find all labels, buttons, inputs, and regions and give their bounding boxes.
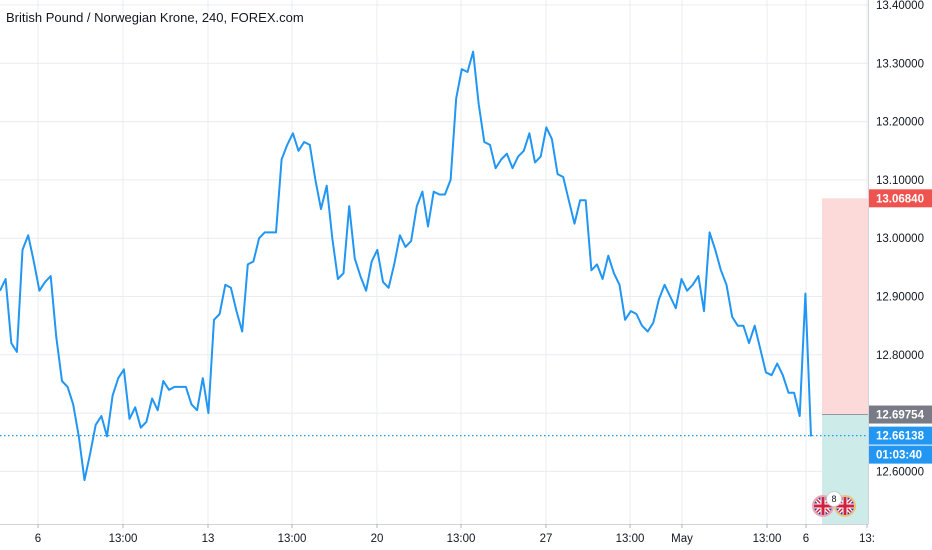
time-tick-label: 13:00 [753, 533, 782, 545]
event-count-badge: 8 [826, 491, 842, 507]
price-axis-background[interactable] [868, 0, 932, 524]
price-tick-label: 13.10000 [876, 175, 924, 187]
time-tick-label: May [671, 533, 693, 545]
price-tick-label: 13.00000 [876, 233, 924, 245]
time-tick-label: 20 [371, 533, 384, 545]
price-tick-label: 12.60000 [876, 466, 924, 478]
time-tick-label: 27 [540, 533, 553, 545]
last-price-badge-label: 12.66138 [876, 431, 925, 443]
price-tick-label: 13.20000 [876, 117, 924, 129]
price-axis-labels: 13.40000 13.30000 13.20000 13.10000 13.00000… [876, 0, 924, 478]
price-series [0, 50, 812, 482]
last-price-badge-background [869, 426, 932, 445]
chart-grid [0, 0, 868, 524]
time-tick-label: 13:00 [109, 533, 138, 545]
price-tick-label: 12.90000 [876, 292, 924, 304]
no-flag-icon[interactable] [834, 495, 856, 517]
price-tick-label: 12.80000 [876, 350, 924, 362]
trade-zones [822, 198, 868, 524]
time-tick-label: 13:00 [616, 533, 645, 545]
events-indicator[interactable]: 8 [808, 491, 860, 521]
countdown-badge-background [869, 445, 932, 464]
entry-price-badge-label: 12.69754 [876, 410, 925, 422]
countdown-badge-label: 01:03:40 [876, 450, 922, 462]
price-badges: 13.06840 12.69754 12.66138 01:03:40 [869, 189, 932, 464]
price-tick-label: 13.40000 [876, 0, 924, 12]
time-axis-labels: 6 13:00 13 13:00 20 13:00 27 13:00 May 13:00 6 13: [35, 524, 875, 545]
entry-price-badge-background [869, 405, 932, 424]
target-price-badge-background [869, 189, 932, 208]
time-tick-label: 13:00 [447, 533, 476, 545]
time-tick-label: 13:00 [278, 533, 307, 545]
price-tick-label: 13.30000 [876, 58, 924, 70]
chart-title: British Pound / Norwegian Krone, 240, FO… [6, 10, 304, 25]
time-axis-background[interactable] [0, 524, 932, 550]
time-tick-label: 6 [35, 533, 41, 545]
time-tick-label: 13 [202, 533, 215, 545]
time-tick-label: 6 [803, 533, 809, 545]
profit-zone [822, 198, 868, 415]
time-tick-label: 13: [859, 533, 875, 545]
price-line [0, 50, 812, 482]
target-price-badge-label: 13.06840 [876, 193, 924, 205]
